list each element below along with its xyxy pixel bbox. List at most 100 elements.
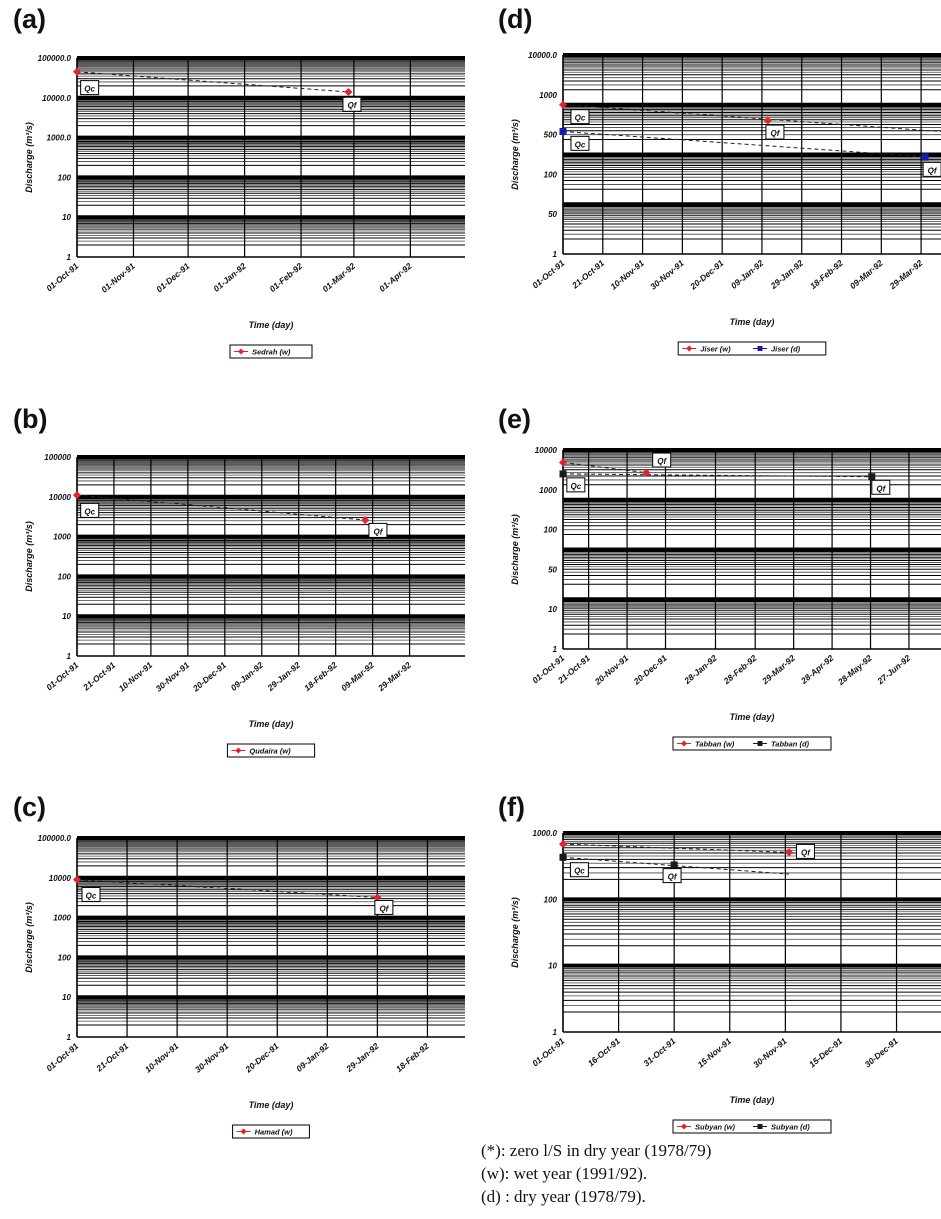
panel-label: (d) bbox=[498, 4, 533, 34]
y-tick-label: 1000 bbox=[53, 533, 71, 542]
x-tick-label: 16-Oct-91 bbox=[586, 1036, 622, 1069]
x-tick-label: 30-Dec-91 bbox=[863, 1036, 900, 1070]
x-tick-label: 20-Dec-91 bbox=[631, 653, 669, 687]
legend: Qudaira (w) bbox=[226, 743, 316, 758]
annotation-label: Qf bbox=[668, 873, 678, 882]
y-tick-label: 10 bbox=[548, 962, 557, 971]
legend-marker bbox=[757, 1124, 763, 1129]
x-tick-label: 01-Apr-92 bbox=[377, 261, 414, 294]
y-tick-label: 10000.0 bbox=[42, 94, 71, 103]
legend-marker bbox=[681, 1123, 687, 1130]
x-tick-label: 18-Feb-92 bbox=[302, 660, 339, 693]
y-tick-label: 1 bbox=[67, 1033, 72, 1042]
chart-panel-e: (e) 1 10 50 100 1000 10000 01-Oct-91 21-Oct-91 20… bbox=[478, 400, 941, 765]
y-tick-label: 100 bbox=[58, 173, 72, 182]
data-point bbox=[559, 458, 567, 467]
data-point bbox=[559, 853, 567, 861]
annotation-box bbox=[795, 843, 815, 859]
y-tick-label: 100000.0 bbox=[38, 834, 72, 843]
x-axis-title: Time (day) bbox=[249, 719, 294, 729]
annotation-box bbox=[342, 96, 362, 112]
annotation-label: Qf bbox=[770, 129, 780, 138]
panel-label: (a) bbox=[13, 4, 46, 34]
annotation-label: Qc bbox=[574, 867, 585, 876]
y-tick-label: 50 bbox=[548, 565, 557, 574]
legend-box bbox=[232, 1124, 310, 1139]
trend-line bbox=[76, 494, 366, 521]
y-axis-title: Discharge (m³/s) bbox=[510, 897, 520, 968]
y-tick-label: 100 bbox=[544, 895, 558, 904]
data-point bbox=[785, 848, 794, 857]
x-tick-label: 28-Jan-92 bbox=[682, 653, 719, 687]
footnote-dry-year: (d) : dry year (1978/79). bbox=[481, 1187, 646, 1206]
legend-box bbox=[677, 341, 827, 356]
legend-marker bbox=[757, 741, 763, 746]
data-point bbox=[642, 468, 651, 477]
legend-label: Subyan (d) bbox=[771, 1123, 810, 1132]
y-tick-label: 10000 bbox=[535, 446, 558, 455]
x-tick-label: 01-Oct-91 bbox=[44, 1041, 80, 1074]
legend: Hamad (w) bbox=[232, 1124, 310, 1139]
trend-line bbox=[562, 104, 941, 132]
data-point bbox=[344, 87, 353, 96]
x-tick-label: 01-Oct-91 bbox=[530, 1036, 566, 1069]
y-tick-label: 1 bbox=[67, 652, 72, 661]
x-tick-label: 30-Nov-91 bbox=[154, 660, 192, 694]
legend-box bbox=[672, 1119, 832, 1134]
data-point bbox=[763, 116, 772, 125]
x-tick-label: 09-Mar-92 bbox=[848, 258, 885, 291]
x-tick-label: 15-Dec-91 bbox=[807, 1036, 844, 1070]
legend: Subyan (w) Subyan (d) bbox=[672, 1119, 832, 1134]
data-point bbox=[373, 893, 382, 902]
chart-panel-f: (f) 1 10 100 1000.0 01-Oct-91 16-Oct-91 31-Oct-… bbox=[478, 788, 941, 1153]
x-tick-label: 30-Nov-91 bbox=[193, 1041, 231, 1075]
y-tick-label: 10000 bbox=[49, 874, 72, 883]
x-tick-label: 29-Mar-92 bbox=[887, 258, 925, 292]
y-axis-title: Discharge (m³/s) bbox=[510, 514, 520, 585]
panel-label: (e) bbox=[498, 404, 531, 434]
annotation-label: Qf bbox=[657, 457, 667, 466]
x-tick-label: 20-Dec-91 bbox=[190, 660, 228, 694]
legend-marker bbox=[238, 348, 244, 355]
x-tick-label: 09-Jan-92 bbox=[729, 258, 766, 291]
data-point bbox=[559, 840, 567, 849]
annotation-box bbox=[570, 109, 590, 125]
gridlines bbox=[76, 836, 465, 1038]
y-tick-label: 100 bbox=[544, 170, 558, 179]
y-tick-label: 10 bbox=[548, 605, 557, 614]
annotation-box bbox=[81, 886, 101, 902]
data-point bbox=[73, 67, 81, 76]
x-tick-label: 01-Mar-92 bbox=[320, 261, 357, 294]
x-tick-label: 21-Oct-91 bbox=[569, 258, 606, 291]
gridlines bbox=[562, 831, 941, 1033]
y-axis-title: Discharge (m³/s) bbox=[24, 521, 34, 592]
x-tick-label: 18-Feb-92 bbox=[808, 258, 845, 291]
legend-label: Hamad (w) bbox=[255, 1128, 293, 1137]
data-point bbox=[559, 470, 567, 478]
x-tick-label: 09-Mar-92 bbox=[339, 660, 376, 693]
x-axis-title: Time (day) bbox=[730, 712, 775, 722]
annotation-box bbox=[80, 502, 100, 518]
x-tick-label: 28-May-92 bbox=[835, 653, 874, 688]
panel-label: (c) bbox=[13, 792, 46, 822]
x-tick-label: 30-Nov-91 bbox=[751, 1036, 789, 1070]
y-tick-label: 100 bbox=[544, 526, 558, 535]
trend-line bbox=[562, 130, 926, 158]
annotation-label: Qf bbox=[876, 484, 886, 493]
x-tick-label: 10-Nov-91 bbox=[608, 258, 646, 292]
x-tick-label: 20-Nov-91 bbox=[592, 653, 631, 688]
x-tick-label: 18-Feb-92 bbox=[394, 1041, 431, 1074]
annotation-label: Qf bbox=[801, 848, 811, 857]
data-point bbox=[73, 491, 81, 500]
annotation-label: Qc bbox=[575, 140, 586, 149]
x-tick-label: 01-Oct-91 bbox=[530, 258, 566, 291]
annotation-box bbox=[922, 161, 941, 177]
x-tick-label: 01-Jan-92 bbox=[211, 261, 248, 294]
chart-svg: 1 10 100 1000.0 10000.0 100000.0 01-Oct-91 01-N… bbox=[24, 54, 465, 359]
annotation-box bbox=[662, 868, 682, 884]
gridlines bbox=[76, 56, 465, 258]
x-tick-label: 09-Jan-92 bbox=[294, 1041, 331, 1074]
x-tick-label: 29-Jan-92 bbox=[768, 258, 805, 292]
x-tick-label: 21-Oct-91 bbox=[80, 660, 117, 693]
